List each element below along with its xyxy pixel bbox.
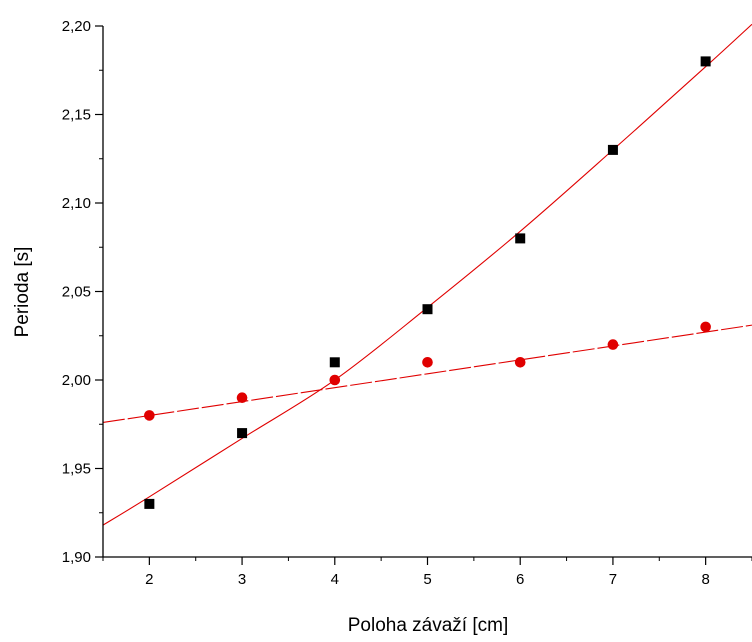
y-tick-label: 2,10 (62, 195, 91, 212)
x-tick-label: 2 (145, 571, 153, 588)
circle-point (607, 339, 619, 350)
square-point (144, 498, 155, 509)
circle-point (422, 357, 433, 368)
y-tick-label: 2,20 (62, 18, 91, 35)
y-tick-label: 1,90 (62, 549, 91, 566)
y-tick-label: 2,15 (62, 107, 91, 124)
square-point (607, 144, 618, 155)
fit-line-squares (102, 23, 752, 526)
y-tick-label: 2,00 (62, 372, 91, 389)
x-tick-label: 8 (701, 571, 709, 588)
axes (102, 26, 752, 558)
x-tick-label: 6 (516, 571, 524, 588)
square-point (422, 304, 433, 315)
x-tick-label: 3 (238, 571, 246, 588)
ticks: 2 3 4 5 6 7 8 1,90 1,95 2,00 2,05 2,10 2,15 2,20 (62, 18, 752, 588)
circle-point (144, 410, 155, 421)
y-tick-label: 1,95 (62, 461, 91, 478)
y-axis-title: Perioda [s] (12, 247, 33, 338)
x-tick-label: 5 (423, 571, 431, 588)
square-point (700, 56, 711, 67)
circle-point (700, 321, 711, 333)
fit-lines (102, 23, 752, 526)
square-point (329, 357, 340, 368)
square-point (237, 428, 248, 439)
x-tick-label: 7 (609, 571, 617, 588)
square-point (515, 233, 526, 244)
fit-line-circles (102, 324, 752, 424)
data-points (144, 56, 711, 509)
circle-point (514, 357, 526, 368)
x-axis-title: Poloha závaží [cm] (348, 615, 509, 636)
circle-point (236, 392, 248, 404)
y-tick-label: 2,05 (62, 284, 91, 301)
x-tick-label: 4 (331, 571, 339, 588)
circle-point (329, 374, 341, 386)
